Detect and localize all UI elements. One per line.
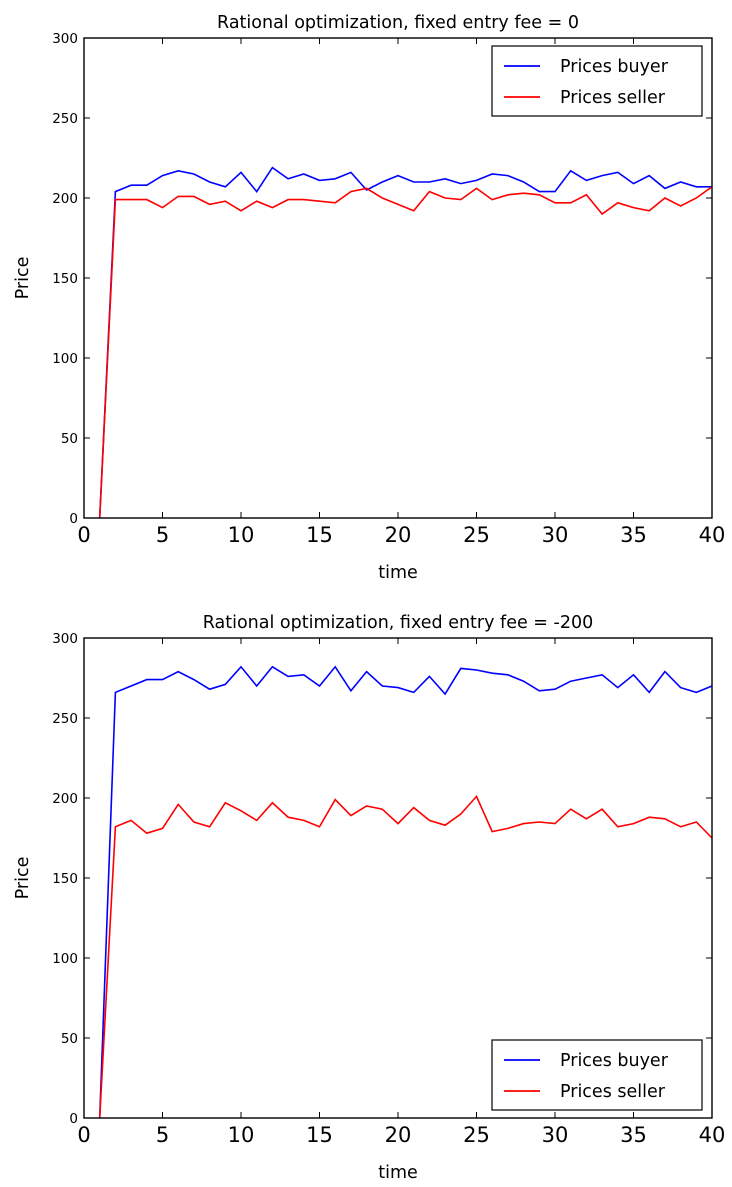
x-tick-label: 15 — [306, 1123, 333, 1147]
y-tick-label: 0 — [69, 511, 78, 527]
legend-box — [491, 45, 703, 117]
x-tick-label: 30 — [542, 1123, 569, 1147]
y-tick-label: 150 — [52, 271, 78, 287]
x-tick-label: 20 — [385, 1123, 412, 1147]
y-tick-label: 150 — [52, 871, 78, 887]
series-line-prices-seller — [98, 186, 713, 519]
chart-title: Rational optimization, fixed entry fee =… — [217, 13, 579, 33]
series-line-prices-seller — [98, 794, 713, 1119]
chart-1: Rational optimization, fixed entry fee =… — [13, 13, 725, 583]
chart-title: Rational optimization, fixed entry fee =… — [203, 613, 594, 633]
y-axis-label: Price — [13, 257, 33, 300]
legend-label: Prices seller — [560, 88, 666, 108]
y-tick-label: 50 — [61, 1031, 78, 1047]
y-tick-label: 200 — [52, 191, 78, 207]
x-tick-label: 5 — [156, 523, 169, 547]
legend-box — [491, 1039, 703, 1111]
y-tick-label: 300 — [52, 31, 78, 47]
legend-label: Prices seller — [560, 1082, 666, 1102]
y-axis-label: Price — [13, 857, 33, 900]
x-tick-label: 40 — [699, 1123, 726, 1147]
legend-label: Prices buyer — [560, 57, 669, 77]
chart-2: Rational optimization, fixed entry fee =… — [13, 613, 725, 1183]
x-tick-label: 35 — [620, 1123, 647, 1147]
y-tick-label: 250 — [52, 111, 78, 127]
x-tick-label: 30 — [542, 523, 569, 547]
y-tick-label: 250 — [52, 711, 78, 727]
x-axis-label: time — [378, 1163, 418, 1183]
y-tick-label: 50 — [61, 431, 78, 447]
x-tick-label: 40 — [699, 523, 726, 547]
x-tick-label: 25 — [463, 523, 490, 547]
series-line-prices-buyer — [98, 665, 713, 1119]
series-line-prices-buyer — [98, 166, 712, 519]
y-tick-label: 100 — [52, 951, 78, 967]
x-tick-label: 35 — [620, 523, 647, 547]
legend-label: Prices buyer — [560, 1051, 669, 1071]
x-tick-label: 0 — [77, 1123, 90, 1147]
x-tick-label: 25 — [463, 1123, 490, 1147]
x-tick-label: 10 — [228, 1123, 255, 1147]
legend: Prices buyer Prices seller — [491, 1039, 703, 1111]
y-tick-label: 200 — [52, 791, 78, 807]
x-tick-label: 15 — [306, 523, 333, 547]
x-tick-label: 20 — [385, 523, 412, 547]
x-tick-label: 5 — [156, 1123, 169, 1147]
legend: Prices buyer Prices seller — [491, 45, 703, 117]
x-tick-label: 0 — [77, 523, 90, 547]
x-tick-label: 10 — [228, 523, 255, 547]
x-axis-label: time — [378, 563, 418, 583]
y-tick-label: 0 — [69, 1111, 78, 1127]
y-tick-label: 100 — [52, 351, 78, 367]
y-tick-label: 300 — [52, 631, 78, 647]
